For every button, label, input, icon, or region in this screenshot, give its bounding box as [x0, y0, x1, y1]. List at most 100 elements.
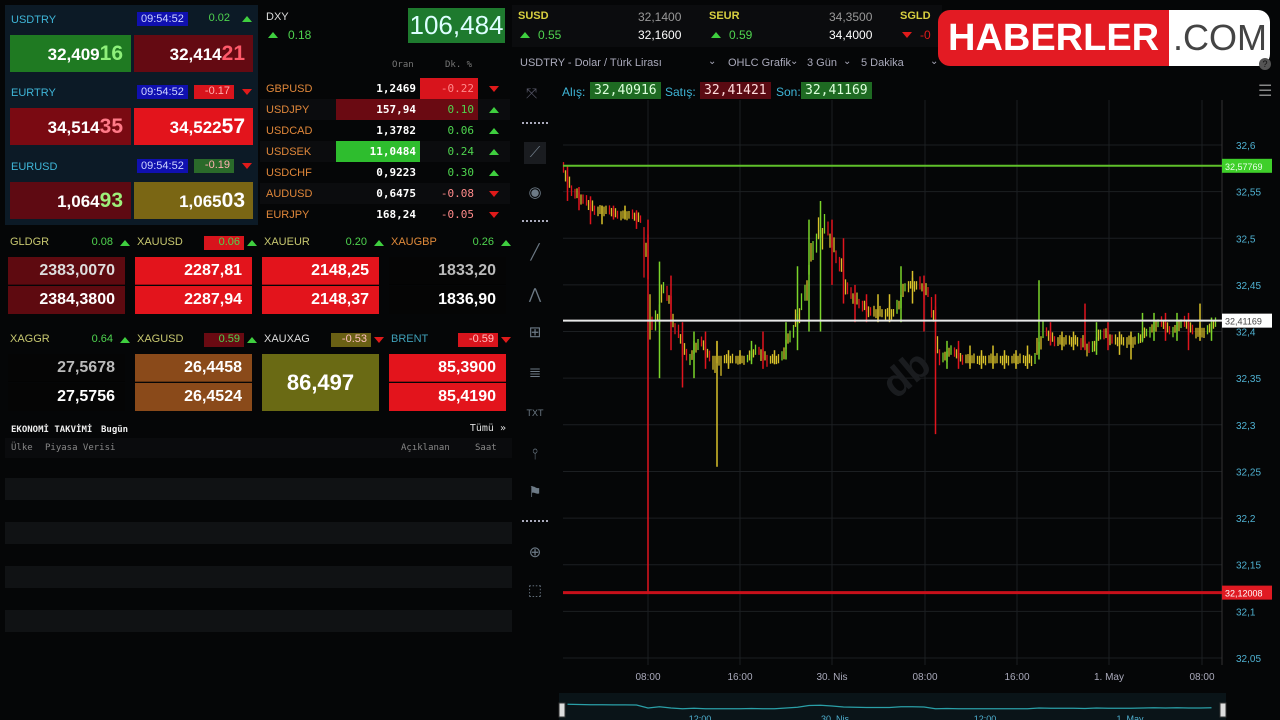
symbol-label[interactable]: EURTRY	[11, 87, 56, 99]
menu-icon[interactable]: ☰	[1258, 83, 1273, 100]
bid-price-box[interactable]: 1833,20	[389, 257, 506, 285]
ask-price-box[interactable]: 2384,3800	[8, 286, 125, 314]
symbol-label[interactable]: SUSD	[518, 10, 549, 22]
ask-price-box[interactable]: 2148,37	[262, 286, 379, 314]
navigator-left-handle[interactable]	[558, 702, 566, 718]
bid-price-box[interactable]: 1,06493	[10, 182, 131, 219]
last-label: Son:	[776, 85, 801, 99]
ohlc-bar	[608, 205, 619, 220]
calendar-filter[interactable]: Bugün	[101, 425, 129, 435]
drawing-toolbar: ⟋ ◉ ╱ ⋀ ⊞ ≣ TXT ⫯ ⚑ ⊕ ⬚	[520, 110, 550, 610]
bid-price-box[interactable]: 2287,81	[135, 257, 252, 285]
fx-list-row[interactable]: USDSEK 11,0484 0.24	[260, 141, 510, 162]
fx-list-row[interactable]: USDCHF 0,9223 0.30	[260, 162, 510, 183]
path-icon[interactable]: ⋀	[528, 286, 542, 303]
symbol-label[interactable]: BRENT	[391, 333, 429, 345]
ask-price-box[interactable]: 85,4190	[389, 383, 506, 411]
ask-price-box[interactable]: 26,4524	[135, 383, 252, 411]
ask-price-box[interactable]: 2287,94	[135, 286, 252, 314]
zoom-icon[interactable]: ⊕	[528, 544, 542, 561]
calendar-all-link[interactable]: Tümü »	[469, 423, 506, 434]
chart-type-dropdown[interactable]: OHLC Grafik	[728, 57, 791, 69]
navigator[interactable]	[559, 693, 1226, 720]
symbol-label[interactable]: XAGUSD	[137, 333, 184, 345]
symbol-label[interactable]: SGLD	[900, 10, 931, 22]
symbol-label[interactable]: XAUGBP	[391, 236, 437, 248]
arrow-up-icon	[711, 32, 721, 38]
ask-price-box[interactable]: 1,06503	[134, 182, 253, 219]
ohlc-bar	[631, 209, 642, 229]
fx-list-row[interactable]: USDJPY 157,94 0.10	[260, 99, 510, 120]
flag-icon[interactable]: ⚑	[528, 484, 542, 501]
fx-list-row[interactable]: USDCAD 1,3782 0.06	[260, 120, 510, 141]
y-tick-label: 32,45	[1236, 281, 1261, 292]
bid-price-box[interactable]: 32,40916	[10, 35, 131, 72]
navigator-right-handle[interactable]	[1219, 702, 1227, 718]
rate-value: 11,0484	[336, 141, 420, 162]
y-tick-label: 32,6	[1236, 141, 1256, 152]
fullscreen-icon[interactable]: ⤧	[526, 85, 538, 101]
fx-list-row[interactable]: EURJPY 168,24 -0.05	[260, 204, 510, 225]
change-value: 0.06	[204, 236, 244, 250]
ohlc-bar	[976, 350, 987, 369]
help-icon[interactable]: ?	[1259, 58, 1271, 70]
symbol-label: EURJPY	[266, 208, 310, 221]
chevron-down-icon[interactable]: ⌄	[843, 56, 852, 67]
symbol-label[interactable]: EURUSD	[11, 161, 58, 173]
bid-pips: 35	[99, 115, 123, 138]
measure-icon[interactable]: ⫯	[531, 446, 539, 463]
trend-icon[interactable]: ⟋	[524, 142, 546, 164]
chevron-down-icon[interactable]: ⌄	[790, 56, 799, 67]
fx-list-row[interactable]: GBPUSD 1,2469 -0.22	[260, 78, 510, 99]
symbol-label[interactable]: SEUR	[709, 10, 740, 22]
dxy-value[interactable]: 106,484	[408, 8, 505, 43]
price-chart[interactable]: 08:00 16:00 30. Nis 08:00 16:00 1. May 08:00 32…	[556, 100, 1280, 720]
range-dropdown[interactable]: 3 Gün	[807, 57, 837, 69]
symbol-label[interactable]: USDTRY	[11, 14, 57, 26]
ohlc-bar	[1080, 303, 1090, 357]
ask-price-box[interactable]: 27,5756	[8, 383, 125, 411]
chevron-down-icon[interactable]: ⌄	[930, 56, 939, 67]
economic-calendar: EKONOMİ TAKVİMİ Bugün Tümü » Ülke Piyasa…	[5, 420, 512, 635]
symbol-label[interactable]: GLDGR	[10, 236, 50, 248]
ask-price-box[interactable]: 34,52257	[134, 108, 253, 145]
instrument-dropdown[interactable]: ⌄	[708, 56, 717, 67]
change-value: -0	[920, 28, 931, 42]
bid-price-box[interactable]: 85,3900	[389, 354, 506, 382]
ohlc-bar	[1091, 322, 1102, 355]
bid-price-box[interactable]: 26,4458	[135, 354, 252, 382]
symbol-label[interactable]: XAUUSD	[137, 236, 183, 248]
symbol-label[interactable]: XAUXAG	[264, 333, 310, 345]
bid-price-box[interactable]: 2148,25	[262, 257, 379, 285]
low_marker-label-box	[1222, 585, 1272, 600]
fibonacci-icon[interactable]: ≣	[528, 364, 542, 381]
arrow-up-icon	[120, 337, 130, 343]
symbol-label[interactable]: XAGGR	[10, 333, 50, 345]
fx-list-row[interactable]: AUDUSD 0,6475 -0.08	[260, 183, 510, 204]
hide-icon[interactable]: ◉	[528, 184, 542, 201]
bid-pips: 93	[99, 189, 123, 212]
line-icon[interactable]: ╱	[530, 244, 540, 261]
bid-price-box[interactable]: 34,51435	[10, 108, 131, 145]
text-icon[interactable]: TXT	[526, 408, 544, 418]
ohlc-bar	[712, 340, 722, 467]
ratio-value[interactable]: 86,497	[262, 354, 379, 411]
ohlc-bar	[1068, 331, 1079, 351]
pointer-icon[interactable]: ⬚	[527, 582, 543, 599]
arrow-down-icon	[489, 190, 499, 197]
ask-price-box[interactable]: 32,41421	[134, 35, 253, 72]
bid-price-box[interactable]: 2383,0070	[8, 257, 125, 285]
bid-pips: 16	[99, 42, 123, 65]
ask-value: 34,4000	[829, 28, 873, 42]
dxy-change: 0.18	[288, 28, 312, 42]
rate-value: 0,6475	[376, 187, 416, 200]
bid-price-box[interactable]: 27,5678	[8, 354, 125, 382]
ohlc-bar	[677, 322, 688, 388]
interval-dropdown[interactable]: 5 Dakika	[861, 57, 904, 69]
crosshair-icon[interactable]: ⊞	[528, 324, 542, 341]
arrow-down-icon	[489, 211, 499, 218]
x-tick-label: 08:00	[912, 672, 937, 683]
ask-price-box[interactable]: 1836,90	[389, 286, 506, 314]
symbol-label[interactable]: XAUEUR	[264, 236, 310, 248]
ohlc-bar	[1126, 331, 1136, 360]
